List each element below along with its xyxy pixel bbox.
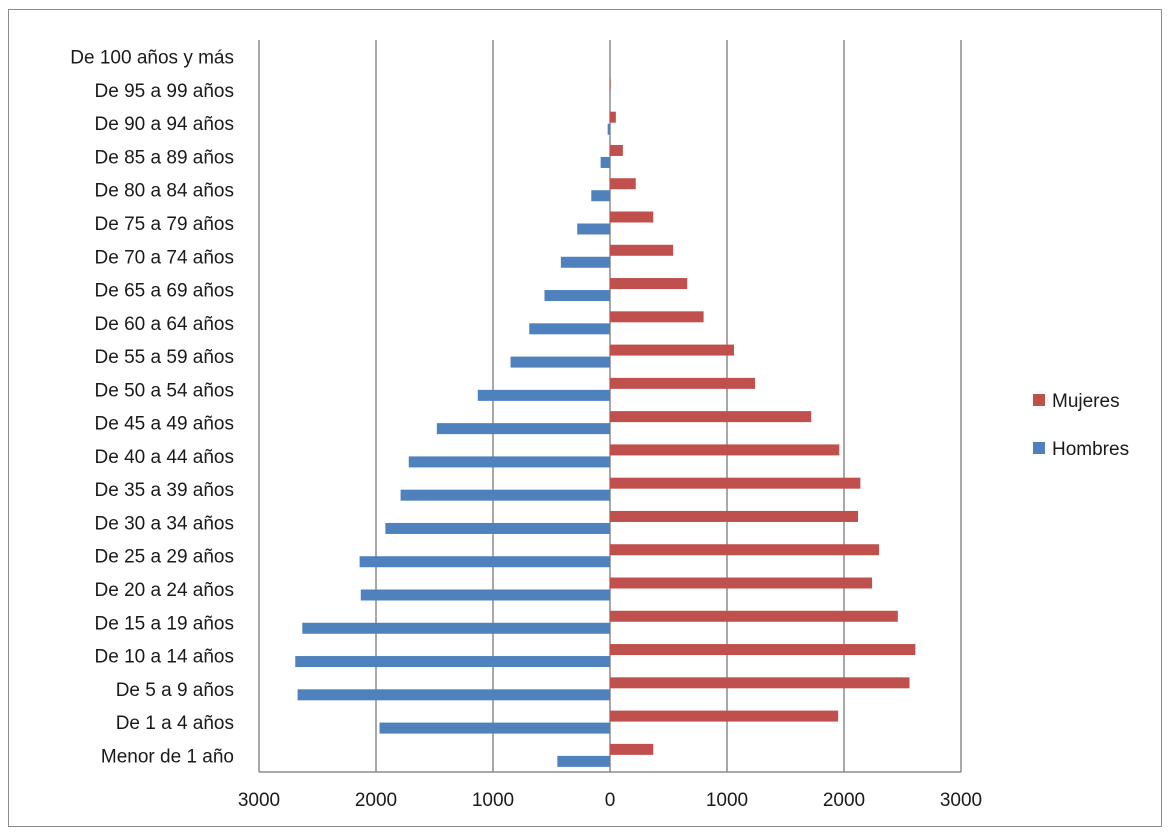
bar-mujeres — [610, 144, 623, 156]
category-label: De 80 a 84 años — [95, 181, 234, 202]
bar-mujeres — [610, 510, 859, 522]
category-label: De 40 a 44 años — [95, 447, 234, 468]
category-label: De 90 a 94 años — [95, 114, 234, 135]
bar-hombres — [544, 290, 610, 302]
category-label: De 25 a 29 años — [95, 547, 234, 568]
bar-hombres — [408, 456, 610, 468]
bar-mujeres — [610, 710, 839, 722]
legend-label-hombres: Hombres — [1052, 439, 1129, 460]
x-tick-labels: 3000 2000 1000 0 1000 2000 3000 — [238, 790, 982, 811]
bar-hombres — [591, 190, 610, 202]
bar-mujeres — [610, 544, 880, 556]
bar-mujeres — [610, 444, 840, 456]
category-label: De 75 a 79 años — [95, 214, 234, 235]
bar-mujeres — [610, 344, 735, 356]
category-label: De 45 a 49 años — [95, 414, 234, 435]
x-tick-label: 1000 — [472, 790, 514, 811]
bar-mujeres — [610, 311, 704, 323]
category-label: De 30 a 34 años — [95, 513, 234, 534]
bar-mujeres — [610, 577, 873, 589]
category-label: De 55 a 59 años — [95, 347, 234, 368]
x-tick-label: 3000 — [238, 790, 280, 811]
bar-hombres — [385, 522, 610, 534]
category-label: De 60 a 64 años — [95, 314, 234, 335]
bar-hombres — [557, 755, 610, 767]
bar-hombres — [436, 423, 610, 435]
bar-mujeres — [610, 610, 898, 622]
category-label: De 20 a 24 años — [95, 580, 234, 601]
bar-mujeres — [610, 644, 916, 656]
bar-mujeres — [610, 111, 616, 123]
bar-mujeres — [610, 677, 910, 689]
category-label: Menor de 1 año — [101, 746, 234, 767]
bar-mujeres — [610, 278, 688, 290]
category-label: De 95 a 99 años — [95, 81, 234, 102]
category-label: De 10 a 14 años — [95, 647, 234, 668]
category-labels: Menor de 1 año De 1 a 4 años De 5 a 9 años… — [70, 48, 234, 768]
bar-hombres — [295, 656, 610, 668]
category-label: De 15 a 19 años — [95, 613, 234, 634]
bar-hombres — [560, 256, 610, 268]
bar-mujeres — [610, 244, 674, 256]
bar-hombres — [607, 123, 610, 135]
bar-mujeres — [610, 211, 654, 223]
category-label: De 5 a 9 años — [116, 680, 234, 701]
category-label: De 65 a 69 años — [95, 281, 234, 302]
category-label: De 70 a 74 años — [95, 247, 234, 268]
bar-hombres — [600, 156, 610, 168]
bar-hombres — [400, 489, 610, 501]
legend-swatch-hombres — [1033, 442, 1045, 454]
bar-mujeres — [610, 178, 636, 190]
category-label: De 100 años y más — [70, 48, 234, 69]
bar-hombres — [379, 722, 610, 734]
x-tick-label: 1000 — [706, 790, 748, 811]
x-tick-label: 2000 — [823, 790, 865, 811]
bar-mujeres — [610, 477, 861, 489]
category-label: De 35 a 39 años — [95, 480, 234, 501]
bar-hombres — [477, 389, 610, 401]
bar-hombres — [360, 589, 610, 601]
legend-swatch-mujeres — [1033, 394, 1045, 406]
bar-hombres — [577, 223, 610, 235]
category-label: De 50 a 54 años — [95, 380, 234, 401]
category-label: De 85 a 89 años — [95, 147, 234, 168]
bar-mujeres — [610, 377, 756, 389]
bars — [295, 78, 916, 767]
x-tick-label: 0 — [605, 790, 616, 811]
legend-label-mujeres: Mujeres — [1052, 391, 1120, 412]
bar-hombres — [359, 556, 610, 568]
legend: Mujeres Hombres — [1033, 391, 1129, 460]
bar-hombres — [510, 356, 610, 368]
x-tick-label: 3000 — [940, 790, 982, 811]
bar-mujeres — [610, 743, 654, 755]
bar-hombres — [302, 622, 610, 634]
category-label: De 1 a 4 años — [116, 713, 234, 734]
bar-mujeres — [610, 78, 611, 90]
bar-hombres — [297, 689, 610, 701]
x-tick-label: 2000 — [355, 790, 397, 811]
bar-mujeres — [610, 411, 812, 423]
bar-hombres — [529, 323, 610, 335]
